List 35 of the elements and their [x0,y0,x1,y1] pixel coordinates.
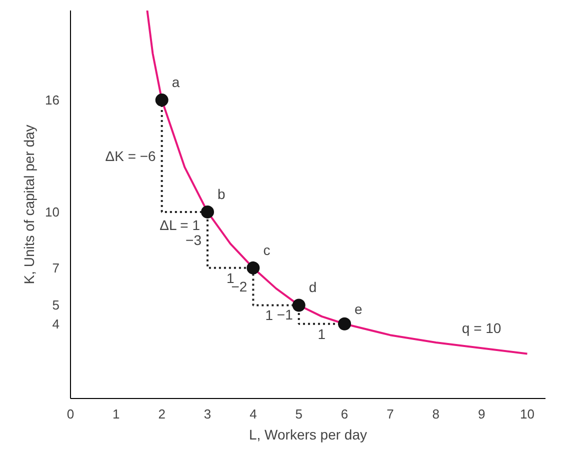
point [246,261,260,274]
annotation: −1 [276,306,294,323]
annotation: b [218,186,226,202]
x-tick-label: 0 [66,406,74,422]
annotation: −3 [186,232,202,248]
annotation: ΔL = 1 [160,216,200,233]
annotation: c [263,242,270,258]
x-tick-label: 6 [340,406,348,422]
y-tick-label: 16 [45,92,60,108]
point [338,317,352,330]
x-tick-label: 9 [478,406,486,422]
y-tick-label: 10 [45,204,60,220]
annotation: d [308,279,317,296]
annotation: a [172,74,180,90]
annotation: q = 10 [462,320,502,336]
y-tick-label: 5 [52,298,60,313]
y-tick-label: 7 [52,260,60,276]
annotation: e [354,300,363,317]
x-tick-label: 3 [204,406,212,422]
x-axis-title: L, Workers per day [248,426,368,442]
point [201,205,214,218]
x-tick-label: 1 [112,406,120,422]
x-tick-label: 8 [432,406,440,422]
point [155,94,168,107]
y-axis-title: K, Units of capital per day [21,124,38,284]
x-tick-label: 7 [386,406,394,422]
x-tick-label: 5 [295,406,302,422]
x-tick-label: 4 [250,406,257,422]
point [292,298,306,312]
x-tick-label: 10 [520,406,534,422]
x-tick-label: 2 [158,406,166,422]
y-tick-label: 4 [52,316,60,332]
annotation: 1 [265,307,274,324]
annotation: 1 [318,326,326,342]
annotation: ΔK = −6 [105,148,156,164]
